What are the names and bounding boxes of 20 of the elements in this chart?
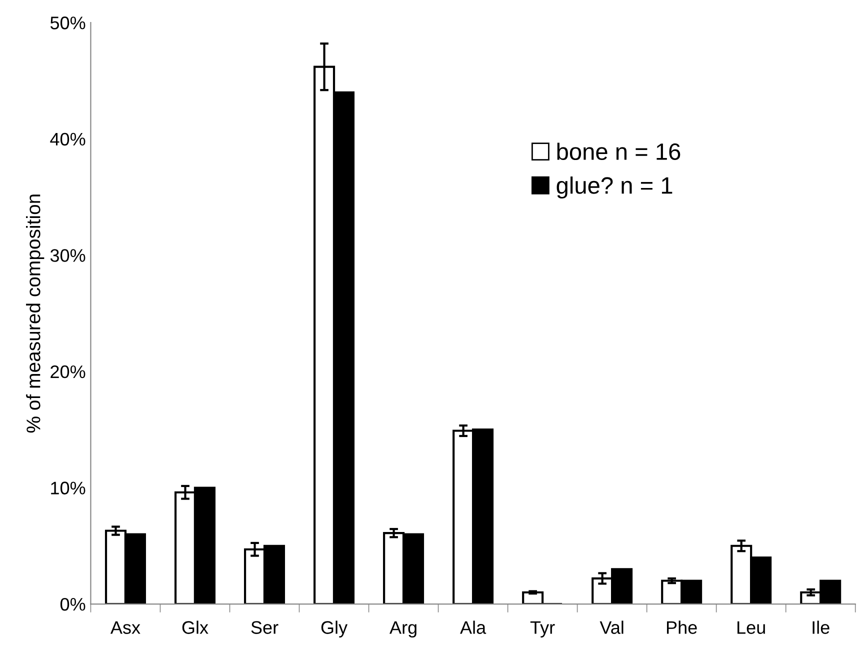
y-tick-label: 20% [50, 365, 86, 378]
y-tick-label: 0% [60, 598, 86, 611]
x-tick-label: Leu [738, 621, 765, 634]
x-tick-label: Gly [321, 620, 348, 638]
y-tick-label: 10% [51, 482, 86, 494]
x-tick-label: Ala [460, 620, 486, 634]
legend-label: bone n = 16 [557, 142, 680, 160]
x-tick-label: Tyr [530, 621, 555, 638]
y-axis-title: % of measured composition [26, 194, 44, 433]
x-tick-label: Ile [812, 620, 830, 634]
x-tick-label: Glx [182, 620, 208, 634]
x-tick-label: Asx [110, 621, 140, 634]
y-tick-label: 40% [50, 132, 86, 146]
x-tick-label: Phe [666, 620, 697, 634]
x-tick-label: Arg [390, 621, 416, 638]
y-tick-label: 30% [50, 249, 86, 262]
x-tick-label: Ser [251, 621, 278, 634]
x-tick-label: Val [600, 620, 624, 634]
y-tick-label: 50% [50, 16, 86, 30]
legend-label: glue? n = 1 [556, 176, 672, 199]
